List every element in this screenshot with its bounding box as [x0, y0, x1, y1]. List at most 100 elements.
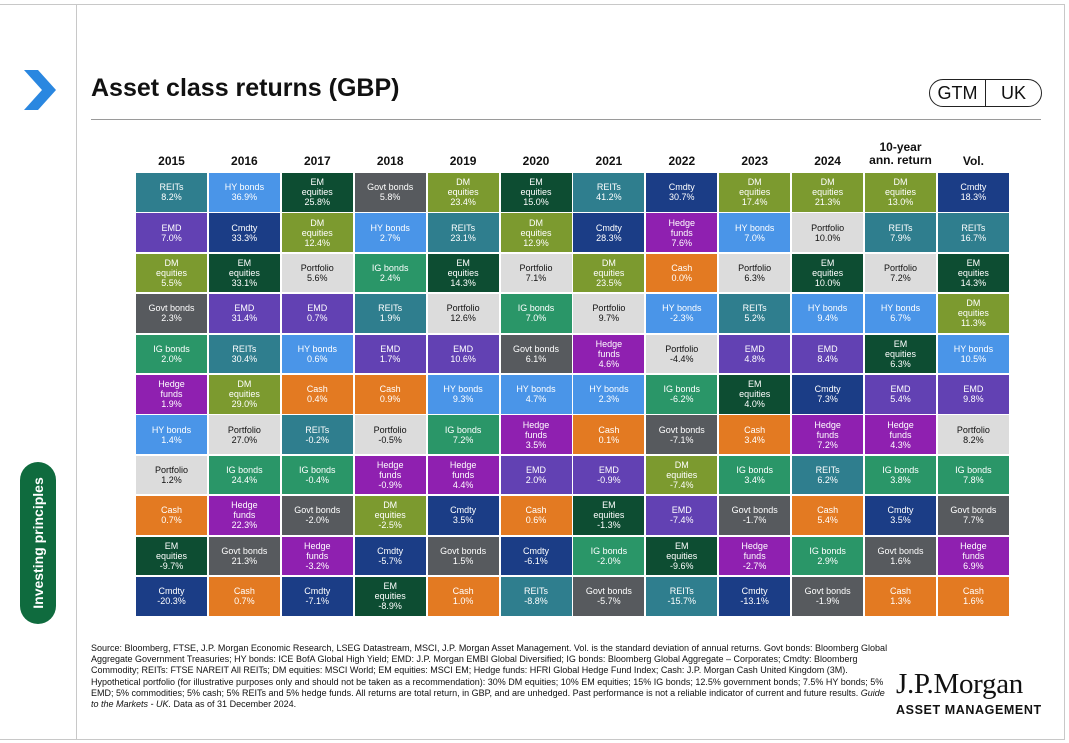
frame-top-border: [0, 4, 1064, 5]
quilt-cell: EM equities -9.7%: [136, 536, 207, 576]
cell-return-value: 3.8%: [890, 475, 911, 486]
cell-return-value: 7.8%: [963, 475, 984, 486]
quilt-cell: DM equities 23.5%: [573, 253, 645, 293]
cell-return-value: 1.2%: [161, 475, 182, 486]
cell-asset-label: EM: [529, 177, 543, 188]
cell-asset-label: equities: [884, 348, 917, 359]
cell-return-value: 8.2%: [963, 434, 984, 445]
cell-return-value: 0.6%: [525, 515, 547, 526]
cell-asset-label: REITs: [232, 343, 257, 354]
cell-asset-label: IG bonds: [371, 263, 409, 274]
cell-return-value: -4.4%: [670, 353, 694, 364]
quilt-cell: Cmdty 30.7%: [646, 173, 718, 212]
quilt-cell: HY bonds -2.3%: [646, 294, 718, 333]
cell-return-value: -9.6%: [670, 560, 694, 571]
cell-return-value: 4.6%: [598, 358, 620, 369]
cell-return-value: 41.2%: [596, 192, 622, 203]
quilt-cell: EMD 5.4%: [865, 375, 936, 414]
cell-asset-label: EM: [310, 177, 325, 188]
cell-asset-label: IG bonds: [809, 545, 846, 556]
quilt-cell: EM equities 14.3%: [937, 253, 1009, 293]
cell-asset-label: Cash: [525, 505, 547, 516]
cell-return-value: 10.0%: [814, 232, 841, 243]
cell-return-value: 7.0%: [161, 232, 182, 243]
cell-asset-label: Portfolio: [811, 222, 845, 233]
cell-return-value: 1.6%: [963, 596, 984, 607]
cell-return-value: -0.9%: [597, 475, 621, 486]
quilt-cell: Cash 0.4%: [281, 375, 353, 414]
cell-asset-label: Hedge: [376, 460, 404, 471]
cell-asset-label: IG bonds: [517, 303, 555, 314]
badge-separator: [985, 80, 986, 106]
cell-return-value: -7.1%: [670, 434, 694, 445]
quilt-cell: Hedge funds 3.5%: [500, 415, 572, 454]
quilt-cell: Cmdty -7.1%: [281, 577, 353, 616]
cell-asset-label: Cash: [160, 505, 182, 516]
quilt-cell: EM equities 4.0%: [719, 375, 791, 414]
cell-return-value: 7.2%: [890, 273, 911, 284]
quilt-cell: HY bonds 4.7%: [500, 375, 572, 414]
cell-return-value: 1.7%: [379, 353, 401, 364]
cell-return-value: 7.0%: [744, 232, 765, 243]
cell-asset-label: Govt bonds: [148, 303, 195, 314]
cell-return-value: 1.3%: [890, 596, 911, 607]
cell-return-value: -13.1%: [740, 596, 769, 607]
quilt-cell: IG bonds 7.8%: [937, 455, 1009, 495]
cell-asset-label: equities: [447, 187, 479, 198]
cell-asset-label: Cash: [744, 424, 766, 435]
cell-return-value: -8.9%: [378, 601, 402, 612]
quilt-cell: Govt bonds -5.7%: [573, 577, 645, 616]
cell-asset-label: IG bonds: [299, 465, 336, 476]
quilt-cell: Portfolio 12.6%: [427, 294, 499, 333]
cell-return-value: 6.2%: [817, 475, 838, 486]
quilt-cell: IG bonds 3.4%: [719, 455, 791, 495]
cell-asset-label: EM: [602, 500, 616, 511]
quilt-cell: IG bonds 2.0%: [136, 334, 207, 374]
quilt-cell: Hedge funds 22.3%: [208, 496, 280, 535]
quilt-cell: EM equities 6.3%: [865, 334, 936, 374]
cell-return-value: 33.1%: [231, 278, 258, 289]
cell-return-value: -2.0%: [305, 515, 330, 526]
cell-return-value: -15.7%: [667, 596, 697, 607]
quilt-cell: EMD 8.4%: [792, 334, 864, 374]
cell-asset-label: Govt bonds: [658, 424, 705, 435]
cell-return-value: 13.0%: [887, 197, 914, 208]
cell-asset-label: Cash: [598, 424, 620, 435]
column-header: 10-year ann. return: [863, 141, 938, 167]
cell-asset-label: Cmdty: [377, 545, 404, 556]
cell-asset-label: EMD: [161, 222, 182, 233]
cell-return-value: 2.9%: [817, 555, 838, 566]
quilt-cell: HY bonds 6.7%: [865, 294, 936, 333]
cell-asset-label: Cmdty: [741, 586, 768, 597]
quilt-cell: IG bonds -0.4%: [281, 455, 353, 495]
cell-return-value: -1.9%: [815, 596, 840, 607]
cell-return-value: 5.6%: [307, 273, 328, 284]
cell-asset-label: EMD: [526, 465, 546, 476]
quilt-cell: DM equities -2.5%: [354, 496, 426, 535]
cell-return-value: 33.3%: [231, 232, 258, 243]
quilt-cell: Hedge funds 6.9%: [937, 536, 1009, 576]
cell-asset-label: REITs: [669, 586, 694, 597]
quilt-cell: Cmdty 18.3%: [937, 173, 1009, 212]
cell-asset-label: EMD: [380, 343, 401, 354]
quilt-cell: Portfolio 7.1%: [500, 253, 572, 293]
cell-asset-label: EM: [820, 258, 835, 269]
quilt-cell: IG bonds 24.4%: [208, 455, 280, 495]
cell-asset-label: REITs: [451, 222, 476, 233]
cell-asset-label: Cash: [379, 384, 401, 395]
cell-return-value: 1.9%: [379, 313, 401, 324]
cell-asset-label: EMD: [817, 343, 838, 354]
cell-asset-label: funds: [889, 429, 912, 440]
cell-asset-label: HY bonds: [443, 384, 483, 395]
cell-return-value: 4.3%: [890, 439, 911, 450]
cell-asset-label: EM: [747, 379, 762, 390]
quilt-cell: HY bonds 9.4%: [792, 294, 864, 333]
cell-return-value: 2.3%: [598, 394, 620, 405]
cell-asset-label: Portfolio: [956, 424, 990, 435]
cell-return-value: -20.3%: [157, 596, 186, 607]
chevron-right-icon[interactable]: [22, 68, 58, 112]
cell-asset-label: HY bonds: [297, 343, 337, 354]
quilt-cell: Govt bonds -7.1%: [646, 415, 718, 454]
quilt-cell: EM equities -9.6%: [646, 536, 718, 576]
cell-asset-label: DM: [164, 258, 179, 269]
